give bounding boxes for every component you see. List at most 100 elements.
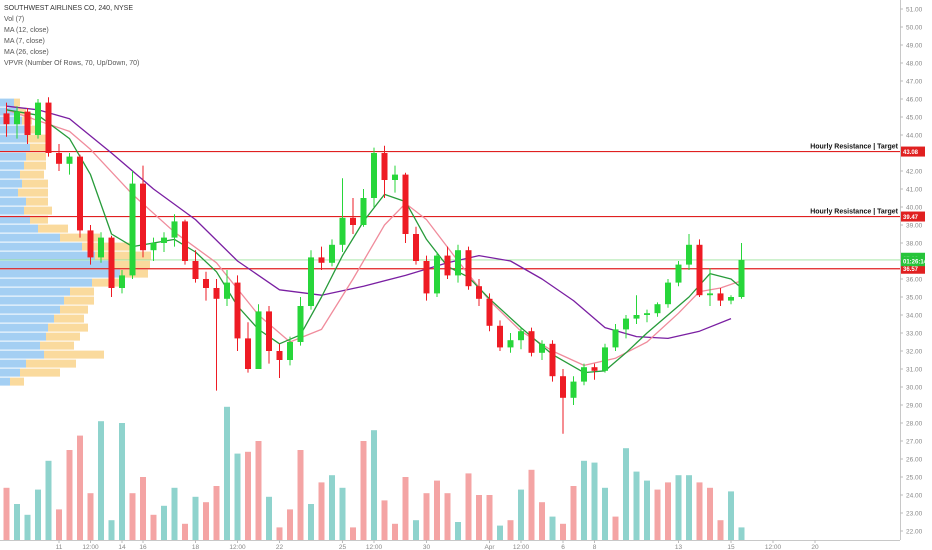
candle[interactable] xyxy=(654,302,661,317)
indicator-ma12[interactable]: MA (12, close) xyxy=(4,27,49,34)
candle[interactable] xyxy=(360,189,367,227)
indicator-vol[interactable]: Vol (7) xyxy=(4,16,25,23)
candle[interactable] xyxy=(182,219,188,265)
candle[interactable] xyxy=(108,235,115,297)
candle[interactable] xyxy=(98,232,104,263)
vpvr-up-bar xyxy=(0,332,46,341)
candle[interactable] xyxy=(371,147,377,207)
candle[interactable] xyxy=(329,239,335,267)
resistance-price-tag-bg xyxy=(901,263,925,274)
candle[interactable] xyxy=(308,250,314,310)
candle[interactable] xyxy=(203,271,209,301)
candle[interactable] xyxy=(213,279,220,391)
candle-body xyxy=(119,275,125,288)
candle[interactable] xyxy=(77,154,83,238)
x-tick-label: 12:00 xyxy=(366,544,383,550)
candle[interactable] xyxy=(350,198,356,234)
volume-bar xyxy=(56,509,62,540)
candle[interactable] xyxy=(591,363,598,380)
candle[interactable] xyxy=(56,144,62,171)
candle[interactable] xyxy=(381,145,388,198)
candle[interactable] xyxy=(3,102,10,137)
vpvr-down-bar xyxy=(40,341,74,350)
candle[interactable] xyxy=(45,97,52,157)
candle[interactable] xyxy=(297,297,304,346)
candle[interactable] xyxy=(738,243,745,299)
y-tick-label: 49.00 xyxy=(906,43,923,50)
candle[interactable] xyxy=(318,246,325,270)
vpvr-down-bar xyxy=(60,305,88,314)
candle[interactable] xyxy=(476,279,482,306)
candle[interactable] xyxy=(707,268,713,306)
y-tick-label: 22.00 xyxy=(906,529,923,536)
candle[interactable] xyxy=(266,306,272,364)
candle[interactable] xyxy=(633,295,640,324)
candle[interactable] xyxy=(497,320,503,351)
candle[interactable] xyxy=(24,108,31,144)
candle[interactable] xyxy=(171,214,178,247)
candle[interactable] xyxy=(518,327,524,350)
candle[interactable] xyxy=(423,255,430,301)
chart-legend: SOUTHWEST AIRLINES CO, 240, NYSE Vol (7)… xyxy=(4,3,139,69)
candle[interactable] xyxy=(402,172,409,243)
candle[interactable] xyxy=(255,304,262,369)
vpvr-down-bar xyxy=(48,323,88,332)
candle[interactable] xyxy=(560,369,566,434)
candle[interactable] xyxy=(507,333,514,353)
candle-body xyxy=(77,156,83,231)
candle[interactable] xyxy=(528,327,535,357)
candle[interactable] xyxy=(287,336,293,366)
resistance-label: Hourly Resistance | Target xyxy=(810,209,898,216)
candle[interactable] xyxy=(539,340,545,360)
candle-body xyxy=(14,111,20,125)
candle[interactable] xyxy=(612,324,619,351)
candle[interactable] xyxy=(413,226,419,265)
volume-bar xyxy=(35,489,41,540)
candle[interactable] xyxy=(192,250,199,283)
candle[interactable] xyxy=(245,322,251,373)
candle[interactable] xyxy=(728,295,734,305)
candle[interactable] xyxy=(129,171,136,279)
candle[interactable] xyxy=(161,232,167,252)
candle[interactable] xyxy=(581,363,587,386)
indicator-vpvr[interactable]: VPVR (Number Of Rows, 70, Up/Down, 70) xyxy=(4,60,140,67)
candle[interactable] xyxy=(66,153,73,175)
volume-bar xyxy=(297,450,304,540)
candle[interactable] xyxy=(465,246,472,290)
candle[interactable] xyxy=(486,293,493,332)
candle[interactable] xyxy=(339,178,346,252)
candle[interactable] xyxy=(234,275,241,351)
candle[interactable] xyxy=(119,270,125,294)
ma-26-line[interactable] xyxy=(6,105,732,340)
candle[interactable] xyxy=(434,252,440,297)
vpvr-up-bar xyxy=(0,341,40,350)
volume-bar xyxy=(350,527,356,540)
candle[interactable] xyxy=(276,343,283,378)
candle[interactable] xyxy=(140,165,146,258)
candle[interactable] xyxy=(644,309,650,323)
candle[interactable] xyxy=(549,340,556,382)
candle[interactable] xyxy=(665,279,671,308)
x-tick-label: 15 xyxy=(727,544,735,550)
candle[interactable] xyxy=(602,343,608,373)
vpvr-up-bar xyxy=(0,224,38,233)
candle[interactable] xyxy=(392,165,398,193)
candle[interactable] xyxy=(455,244,461,283)
candle[interactable] xyxy=(686,234,692,270)
candle[interactable] xyxy=(150,237,157,261)
indicator-ma26[interactable]: MA (26, close) xyxy=(4,49,49,56)
candle[interactable] xyxy=(570,376,577,405)
candle[interactable] xyxy=(35,99,41,139)
candle-body xyxy=(455,250,461,276)
candle[interactable] xyxy=(444,246,451,279)
candle[interactable] xyxy=(224,270,230,306)
candle[interactable] xyxy=(87,225,94,265)
candle[interactable] xyxy=(696,239,703,297)
candle-body xyxy=(87,230,94,258)
candle[interactable] xyxy=(717,288,724,306)
x-tick-label: 12:00 xyxy=(82,544,99,550)
candle[interactable] xyxy=(623,315,629,339)
candle[interactable] xyxy=(14,106,20,139)
candle[interactable] xyxy=(675,261,682,287)
indicator-ma7[interactable]: MA (7, close) xyxy=(4,38,45,45)
